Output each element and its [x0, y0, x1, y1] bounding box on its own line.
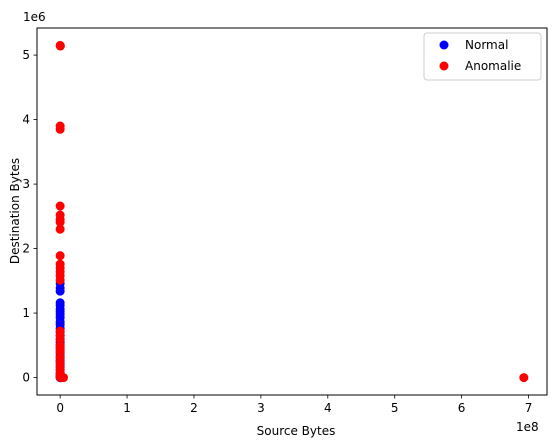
plot-frame: [36, 27, 548, 396]
y-tick-label: 4: [22, 113, 30, 127]
legend-marker-anomalie: [439, 61, 449, 71]
x-offset-label: 1e8: [516, 420, 539, 434]
y-axis-ticks: 0 1 2 3 4 5: [22, 48, 37, 385]
y-offset-label: 1e6: [23, 10, 46, 24]
x-tick-label: 6: [458, 401, 466, 415]
legend-label-anomalie: Anomalie: [465, 59, 521, 73]
data-point: [55, 41, 65, 51]
y-tick-label: 5: [22, 48, 30, 62]
data-point: [55, 251, 65, 261]
x-tick-label: 4: [324, 401, 332, 415]
legend-box: [423, 32, 542, 81]
x-tick-label: 5: [391, 401, 399, 415]
x-tick-label: 0: [56, 401, 64, 415]
data-point: [55, 217, 65, 227]
series-anomalie: [55, 40, 529, 383]
x-axis-label: Source Bytes: [257, 424, 336, 438]
data-point: [55, 275, 65, 285]
y-tick-label: 3: [22, 177, 30, 191]
data-point: [55, 124, 65, 134]
axis-offset-labels: 1e6 1e8: [23, 10, 539, 434]
data-point: [55, 201, 65, 211]
legend-marker-normal: [439, 40, 449, 50]
y-tick-label: 0: [22, 371, 30, 385]
data-point: [55, 224, 65, 234]
y-tick-label: 2: [22, 242, 30, 256]
x-tick-label: 1: [123, 401, 131, 415]
points-layer: [55, 40, 529, 383]
y-axis-label: Destination Bytes: [8, 158, 22, 264]
x-tick-label: 3: [257, 401, 265, 415]
x-tick-label: 2: [190, 401, 198, 415]
data-point: [519, 373, 529, 383]
data-point: [55, 298, 65, 308]
data-point: [58, 373, 68, 383]
legend-label-normal: Normal: [465, 38, 508, 52]
legend: Normal Anomalie: [423, 32, 542, 81]
x-axis-ticks: 0 1 2 3 4 5 6 7: [56, 395, 532, 415]
x-tick-label: 7: [525, 401, 533, 415]
y-tick-label: 1: [22, 306, 30, 320]
